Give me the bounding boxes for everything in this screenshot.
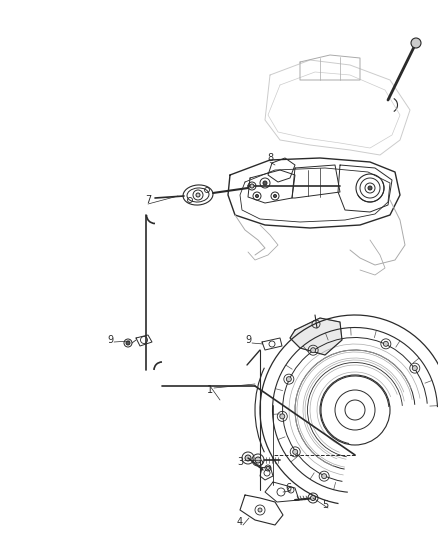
Circle shape: [280, 414, 285, 419]
Text: 2: 2: [257, 460, 263, 470]
Circle shape: [245, 455, 251, 461]
Text: 4: 4: [237, 517, 243, 527]
Circle shape: [258, 508, 262, 512]
Circle shape: [255, 195, 258, 198]
Text: 8: 8: [267, 153, 273, 163]
Circle shape: [255, 457, 261, 463]
Circle shape: [383, 341, 389, 346]
Circle shape: [250, 184, 254, 188]
Circle shape: [412, 366, 417, 370]
Text: 9: 9: [245, 335, 251, 345]
Circle shape: [293, 449, 298, 454]
Circle shape: [273, 195, 276, 198]
Circle shape: [126, 341, 130, 345]
Circle shape: [263, 181, 267, 185]
Circle shape: [321, 474, 327, 479]
Circle shape: [196, 193, 200, 197]
Circle shape: [286, 377, 291, 382]
Circle shape: [311, 348, 316, 353]
Text: 9: 9: [107, 335, 113, 345]
Polygon shape: [290, 318, 342, 355]
Circle shape: [311, 496, 315, 500]
Text: 7: 7: [145, 195, 151, 205]
Text: 3: 3: [237, 457, 243, 467]
Circle shape: [368, 186, 372, 190]
Text: 1: 1: [207, 385, 213, 395]
Text: 5: 5: [322, 500, 328, 510]
Circle shape: [411, 38, 421, 48]
Text: 6: 6: [285, 483, 291, 493]
Circle shape: [266, 466, 269, 470]
